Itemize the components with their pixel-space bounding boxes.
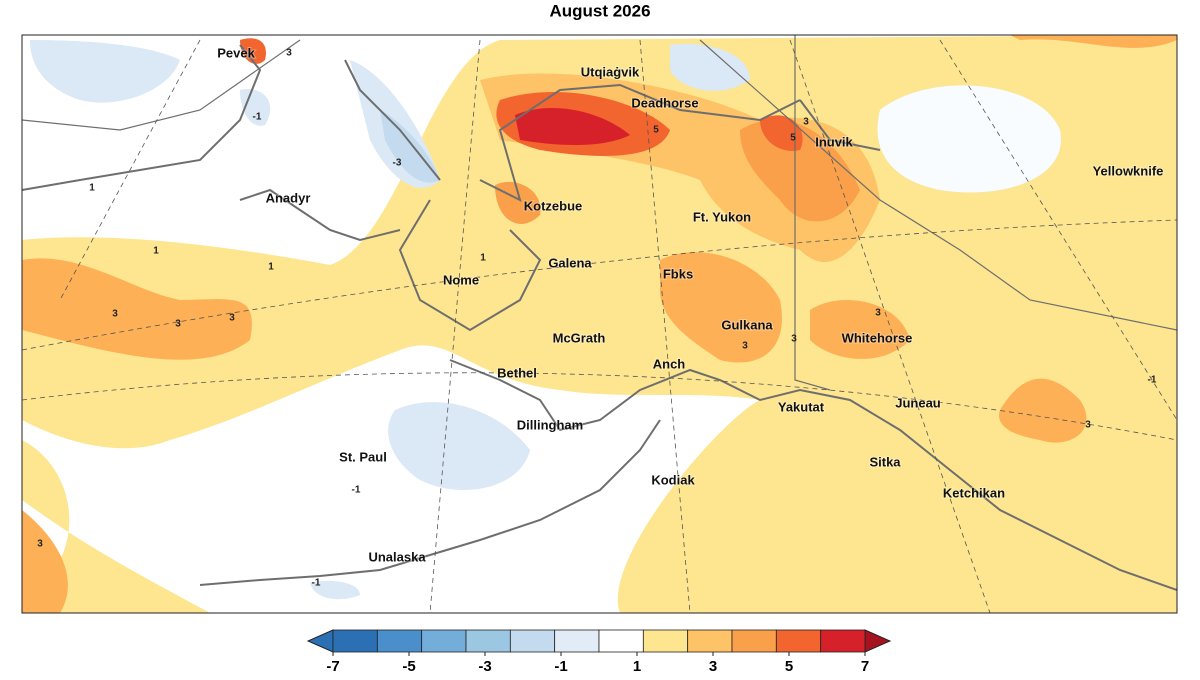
- place-label: Juneau: [895, 395, 941, 410]
- colorbar-swatch: [554, 629, 600, 653]
- contour-label: 1: [89, 183, 95, 194]
- border: [22, 35, 1177, 391]
- contour-label: 1: [268, 262, 274, 273]
- place-label: Sitka: [869, 454, 901, 469]
- place-label: Utqiaġvik: [581, 64, 640, 79]
- colorbar-swatch: [376, 629, 423, 653]
- colorbar-swatch: [687, 629, 733, 653]
- contour-label: 3: [175, 319, 181, 330]
- place-label: McGrath: [553, 330, 606, 345]
- place-label: Anch: [653, 356, 686, 371]
- place-label: Nome: [443, 272, 479, 287]
- warm-anomaly: [22, 35, 1177, 613]
- contour-label: -1: [253, 112, 262, 123]
- place-label: Bethel: [497, 365, 537, 380]
- place-label: Yellowknife: [1093, 163, 1164, 178]
- colorbar-tick-label: -5: [402, 658, 415, 675]
- colorbar-swatch: [642, 629, 689, 653]
- place-label: Fbks: [663, 266, 693, 281]
- colorbar-tick-label: 5: [785, 658, 793, 675]
- contour-label: 3: [803, 117, 809, 128]
- contour-label: 3: [112, 309, 118, 320]
- contour-label: 5: [653, 125, 659, 136]
- colorbar-swatch: [421, 629, 467, 653]
- warm-anomaly: [800, 546, 952, 613]
- colorbar-swatch: [465, 629, 511, 653]
- place-label: Pevek: [217, 45, 255, 60]
- map-frame: [21, 34, 1178, 614]
- contour-label: -1: [1148, 375, 1157, 386]
- contour-label: 3: [875, 308, 881, 319]
- place-label: Unalaska: [368, 549, 426, 564]
- warm-anomaly: [22, 440, 210, 613]
- place-label: Yakutat: [778, 399, 825, 414]
- contour-label: 3: [286, 48, 292, 59]
- contour-label: 5: [790, 133, 796, 144]
- place-label: Kodiak: [651, 472, 695, 487]
- colorbar-tick-label: -3: [478, 658, 491, 675]
- place-label: Gulkana: [721, 317, 773, 332]
- contour-label: 3: [742, 341, 748, 352]
- colorbar-swatch: [731, 629, 777, 653]
- contour-label: 3: [791, 334, 797, 345]
- colorbar-tick-label: -7: [326, 658, 339, 675]
- place-label: Whitehorse: [842, 330, 913, 345]
- colorbar-tick-label: 1: [633, 658, 641, 675]
- place-label: Dillingham: [517, 417, 583, 432]
- place-label: Galena: [548, 255, 592, 270]
- cold-anomaly: [30, 40, 750, 600]
- colorbar-swatch: [775, 629, 822, 653]
- colorbar-high-extend: [864, 629, 892, 653]
- neutral-area: [877, 85, 1061, 193]
- hot-anomaly: [515, 107, 630, 145]
- colorbar-tick-label: 3: [709, 658, 717, 675]
- colorbar-tick-label: 7: [861, 658, 869, 675]
- coastline: [22, 44, 1177, 591]
- contour-label: 3: [1085, 420, 1091, 431]
- colorbar-swatch: [820, 629, 866, 653]
- place-label: St. Paul: [339, 449, 387, 464]
- colorbar-swatch: [509, 629, 556, 653]
- map-fields: [22, 35, 1177, 613]
- warm-anomaly: [495, 119, 860, 224]
- hot-anomaly: [240, 38, 803, 156]
- map-title: August 2026: [549, 1, 650, 20]
- colorbar-low-extend: [306, 629, 334, 653]
- graticule: [22, 39, 1177, 613]
- contour-label: 1: [153, 246, 159, 257]
- place-label: Ketchikan: [943, 485, 1005, 500]
- contour-label: 1: [480, 253, 486, 264]
- place-label: Inuvik: [815, 134, 853, 149]
- place-label: Anadyr: [266, 190, 311, 205]
- colorbar-swatch: [332, 629, 378, 653]
- contour-label: 3: [229, 313, 235, 324]
- contour-label: -3: [393, 158, 402, 169]
- colorbar-tick-label: -1: [554, 658, 567, 675]
- contour-label: -1: [312, 578, 321, 589]
- place-label: Ft. Yukon: [693, 209, 751, 224]
- colorbar-swatch: [598, 629, 644, 653]
- contour-label: 3: [37, 539, 43, 550]
- contour-label: -1: [352, 485, 361, 496]
- place-label: Kotzebue: [524, 198, 583, 213]
- place-label: Deadhorse: [631, 95, 698, 110]
